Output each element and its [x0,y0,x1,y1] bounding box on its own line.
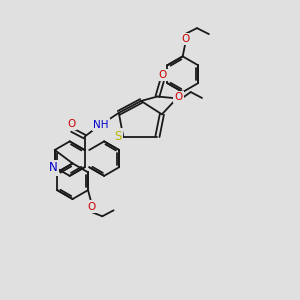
Text: O: O [68,118,76,128]
Text: N: N [49,161,58,174]
Text: O: O [182,34,190,44]
Text: S: S [114,130,122,142]
Text: O: O [159,70,167,80]
Text: O: O [88,202,96,212]
Text: NH: NH [93,120,109,130]
Text: O: O [174,92,182,102]
